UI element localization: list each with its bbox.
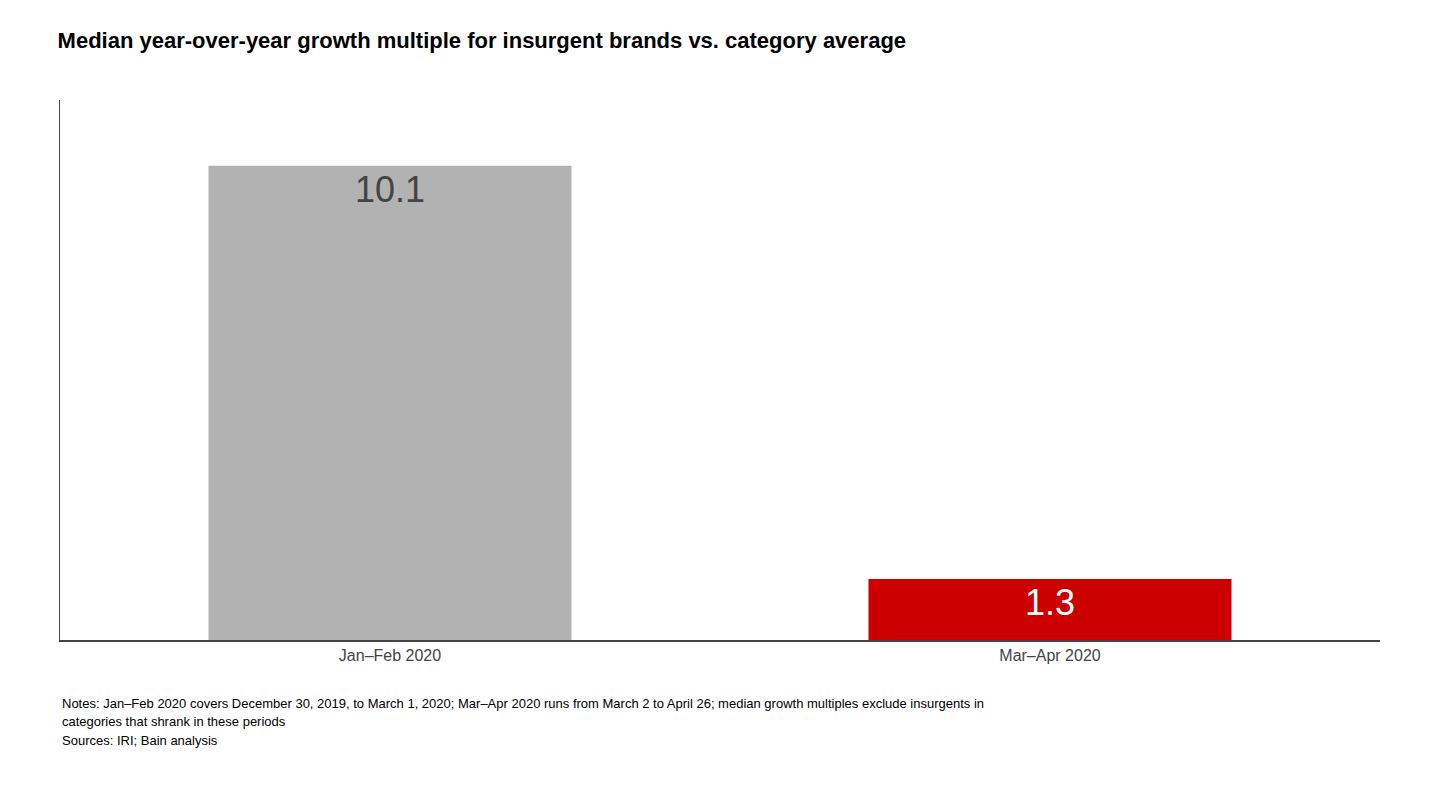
svg-text:Median year-over-year growth m: Median year-over-year growth multiple fo… (58, 28, 906, 53)
svg-text:1.3: 1.3 (1025, 582, 1075, 623)
svg-text:Mar–Apr 2020: Mar–Apr 2020 (999, 647, 1100, 664)
svg-text:Sources: IRI; Bain analysis: Sources: IRI; Bain analysis (62, 733, 218, 748)
svg-text:categories that shrank in thes: categories that shrank in these periods (62, 714, 286, 729)
svg-text:Notes: Jan–Feb 2020 covers Dec: Notes: Jan–Feb 2020 covers December 30, … (62, 696, 984, 711)
svg-text:Jan–Feb 2020: Jan–Feb 2020 (339, 647, 441, 664)
svg-text:10.1: 10.1 (355, 169, 425, 210)
